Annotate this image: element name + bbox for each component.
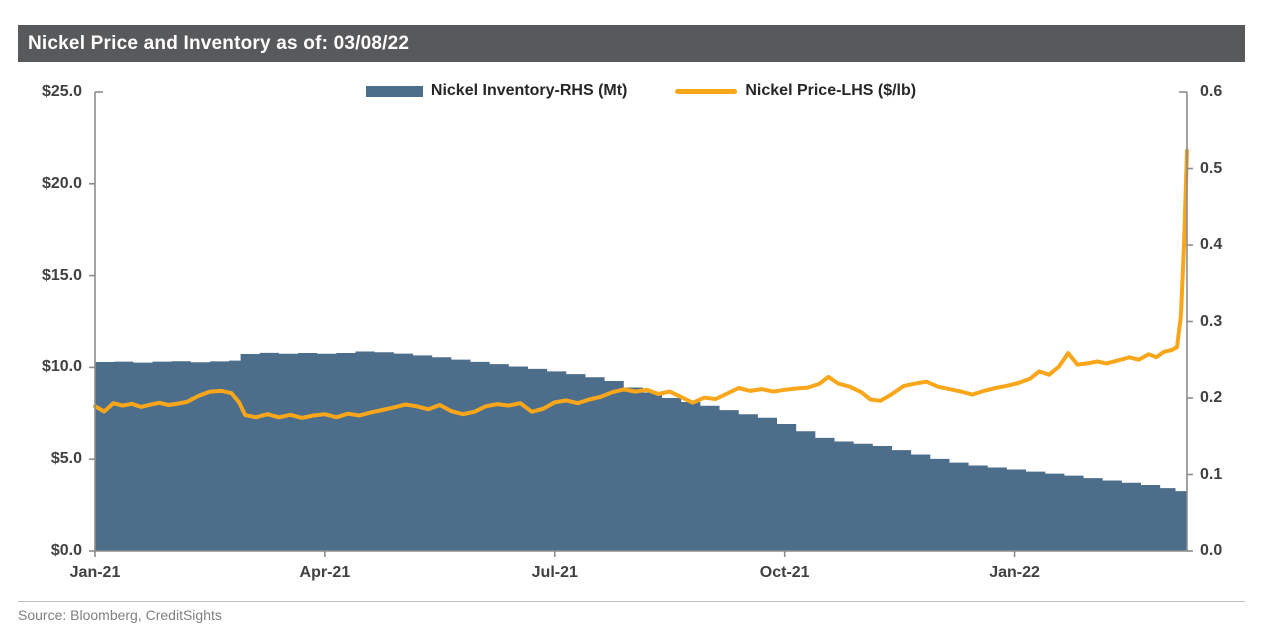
- inventory-area: [95, 351, 1187, 551]
- y-left-tick-label: $10.0: [41, 358, 82, 376]
- legend: Nickel Inventory-RHS (Mt) Nickel Price-L…: [95, 80, 1187, 102]
- y-left-tick-label: $0.0: [50, 542, 82, 559]
- y-right-tick-label: 0.1: [1200, 465, 1223, 483]
- x-tick-label: Jan-21: [69, 564, 121, 581]
- y-right-tick-label: 0.0: [1200, 542, 1223, 559]
- y-right-tick-label: 0.6: [1200, 83, 1223, 100]
- y-left-tick-label: $20.0: [41, 174, 82, 192]
- x-tick-label: Jan-22: [989, 564, 1040, 581]
- y-right-tick-label: 0.4: [1200, 236, 1223, 253]
- y-left-tick-label: $15.0: [41, 266, 82, 284]
- y-right-tick-label: 0.3: [1200, 312, 1223, 330]
- source-note: Source: Bloomberg, CreditSights: [18, 607, 222, 623]
- legend-label-price: Nickel Price-LHS ($/lb): [745, 82, 917, 99]
- legend-item-price: Nickel Price-LHS ($/lb): [675, 82, 916, 100]
- source-divider: [18, 601, 1245, 602]
- x-tick-label: Apr-21: [299, 564, 351, 581]
- price-line: [93, 148, 1189, 420]
- y-left-tick-label: $5.0: [50, 450, 82, 468]
- y-right-tick-label: 0.2: [1200, 389, 1223, 406]
- y-right-tick-label: 0.5: [1200, 159, 1223, 177]
- chart-title: Nickel Price and Inventory as of: 03/08/…: [28, 32, 410, 54]
- legend-item-inventory: Nickel Inventory-RHS (Mt): [365, 82, 628, 100]
- y-left-tick-label: $25.0: [41, 83, 82, 100]
- x-tick-label: Jul-21: [531, 564, 578, 581]
- inventory-swatch: [365, 85, 423, 97]
- price-swatch: [675, 88, 738, 94]
- x-tick-label: Oct-21: [759, 564, 810, 581]
- chart-title-bar: Nickel Price and Inventory as of: 03/08/…: [18, 25, 1245, 62]
- legend-label-inventory: Nickel Inventory-RHS (Mt): [430, 82, 628, 99]
